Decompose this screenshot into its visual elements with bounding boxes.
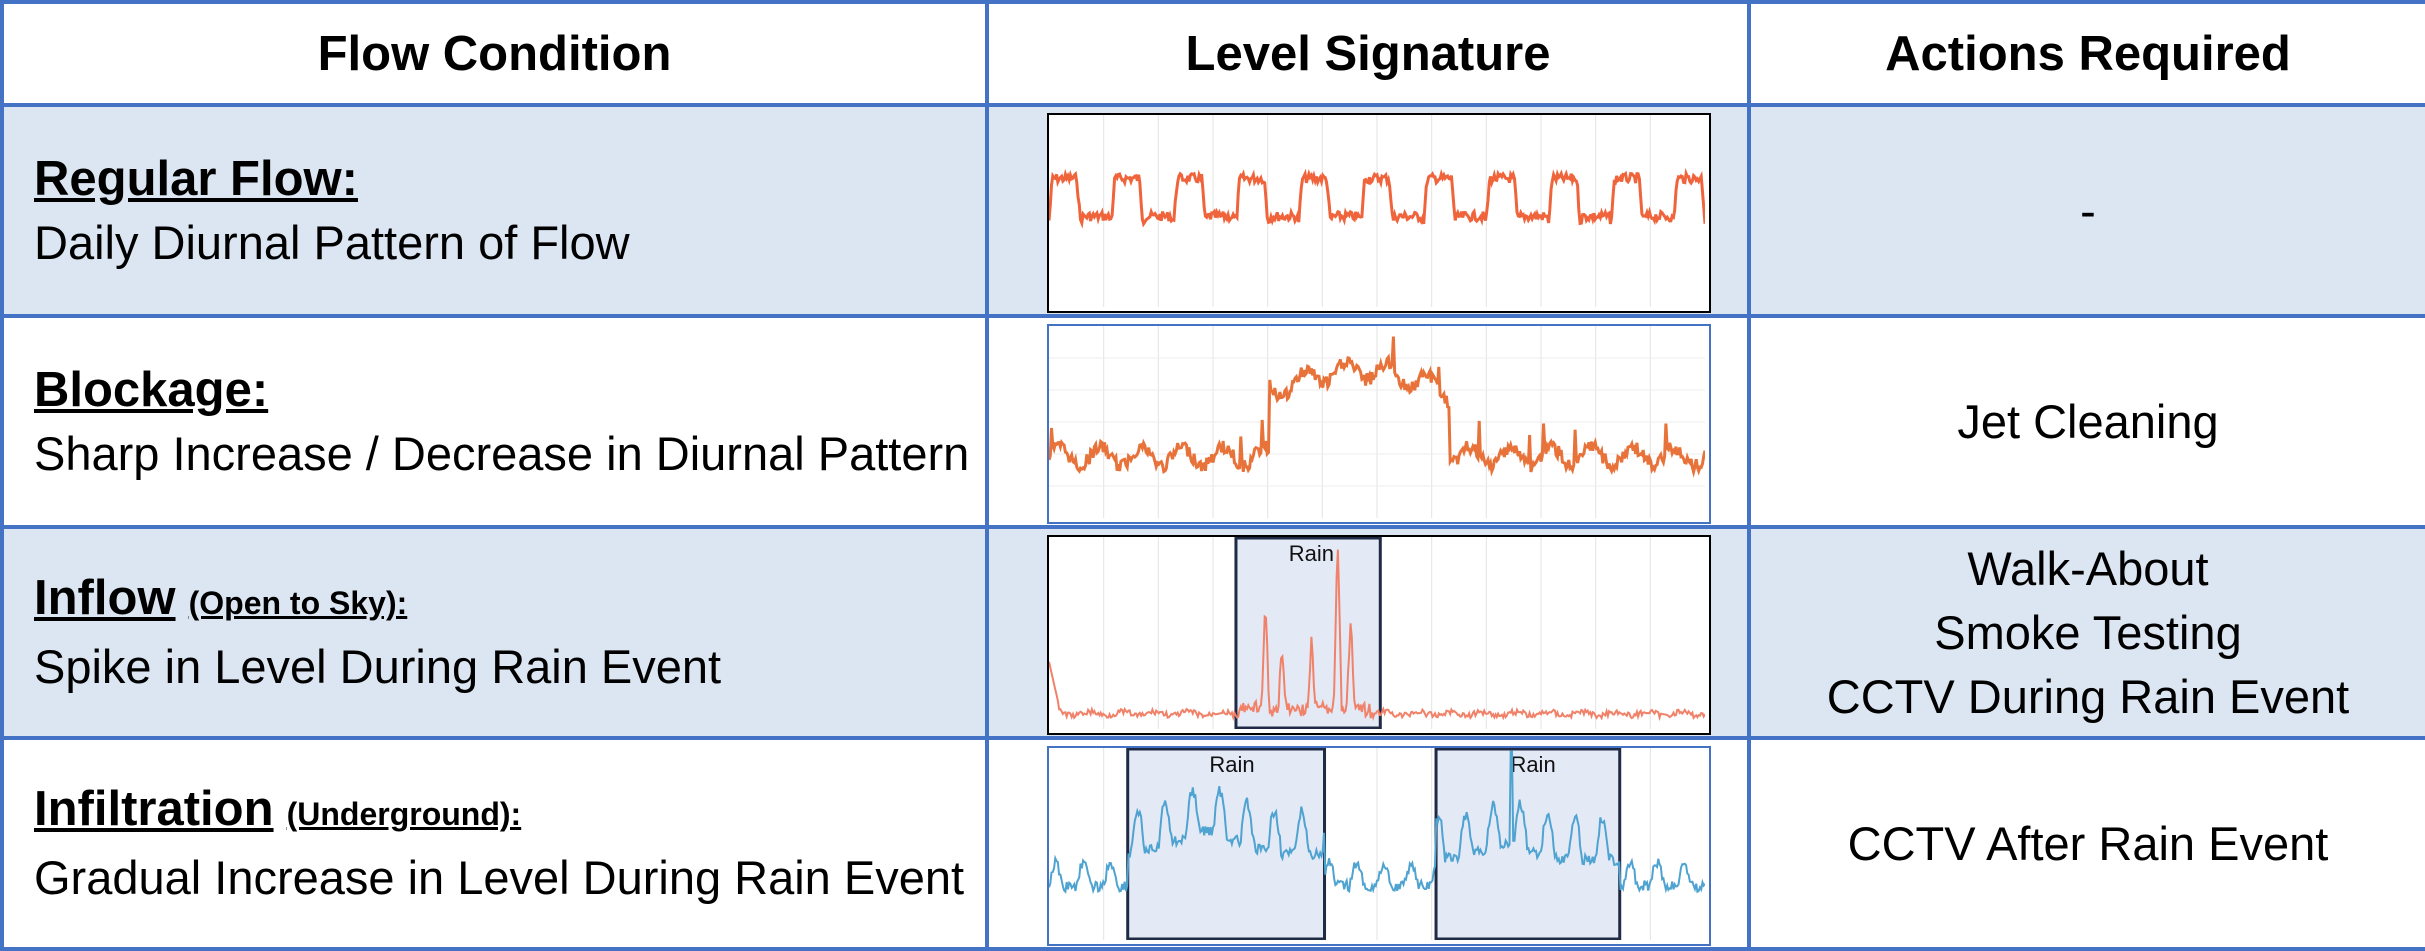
row-infiltration: Infiltration (Underground): Gradual Incr… xyxy=(0,736,2425,951)
action-item: Smoke Testing xyxy=(1934,605,2242,659)
level-chart-regular-flow xyxy=(1047,113,1711,313)
rain-label: Rain xyxy=(1289,541,1334,566)
row-inflow: Inflow (Open to Sky): Spike in Level Dur… xyxy=(0,525,2425,740)
level-chart-svg: Rain xyxy=(1049,537,1705,729)
level-series-line xyxy=(1049,167,1705,229)
rain-label: Rain xyxy=(1510,752,1555,777)
condition-cell: Inflow (Open to Sky): Spike in Level Dur… xyxy=(0,525,989,740)
condition-title: Regular Flow: xyxy=(34,151,358,206)
condition-description: Spike in Level During Rain Event xyxy=(34,640,722,693)
level-chart-infiltration: Rain Rain xyxy=(1047,746,1711,946)
signature-cell: Rain xyxy=(985,525,1751,740)
rain-label: Rain xyxy=(1209,752,1254,777)
level-chart-svg xyxy=(1049,115,1705,307)
header-row: Flow Condition Level Signature Actions R… xyxy=(0,0,2425,107)
level-series-line xyxy=(1049,336,1705,478)
action-item: - xyxy=(2080,183,2096,237)
row-regular-flow: Regular Flow: Daily Diurnal Pattern of F… xyxy=(0,103,2425,318)
level-chart-svg: Rain Rain xyxy=(1049,748,1705,940)
level-chart-inflow: Rain xyxy=(1047,535,1711,735)
signature-cell xyxy=(985,103,1751,318)
level-series-line xyxy=(1049,549,1705,722)
condition-description: Daily Diurnal Pattern of Flow xyxy=(34,215,630,269)
action-item: Walk-About xyxy=(1967,541,2209,595)
condition-title: Infiltration xyxy=(34,782,274,836)
action-item: Jet Cleaning xyxy=(1957,394,2219,448)
action-item: CCTV During Rain Event xyxy=(1826,669,2350,723)
rain-window xyxy=(1126,748,1327,940)
header-flow-condition: Flow Condition xyxy=(0,0,989,107)
level-chart-blockage xyxy=(1047,324,1711,524)
row-blockage: Blockage: Sharp Increase / Decrease in D… xyxy=(0,314,2425,529)
header-level-signature: Level Signature xyxy=(985,0,1751,107)
condition-cell: Infiltration (Underground): Gradual Incr… xyxy=(0,736,989,951)
condition-title-note: (Underground): xyxy=(286,796,522,832)
actions-cell: CCTV After Rain Event xyxy=(1747,736,2425,951)
condition-title-note: (Open to Sky): xyxy=(188,585,408,621)
condition-description: Sharp Increase / Decrease in Diurnal Pat… xyxy=(34,426,970,480)
actions-cell: Jet Cleaning xyxy=(1747,314,2425,529)
actions-cell: Walk-About Smoke Testing CCTV During Rai… xyxy=(1747,525,2425,740)
condition-title: Inflow xyxy=(34,571,176,625)
condition-cell: Regular Flow: Daily Diurnal Pattern of F… xyxy=(0,103,989,318)
header-actions-required: Actions Required xyxy=(1747,0,2425,107)
signature-cell: Rain Rain xyxy=(985,736,1751,951)
actions-cell: - xyxy=(1747,103,2425,318)
rain-window xyxy=(1434,748,1622,940)
level-chart-svg xyxy=(1049,326,1705,518)
condition-description: Gradual Increase in Level During Rain Ev… xyxy=(34,851,965,904)
condition-cell: Blockage: Sharp Increase / Decrease in D… xyxy=(0,314,989,529)
condition-title: Blockage: xyxy=(34,362,269,417)
action-item: CCTV After Rain Event xyxy=(1847,816,2329,870)
signature-cell xyxy=(985,314,1751,529)
level-series-line xyxy=(1049,750,1705,895)
